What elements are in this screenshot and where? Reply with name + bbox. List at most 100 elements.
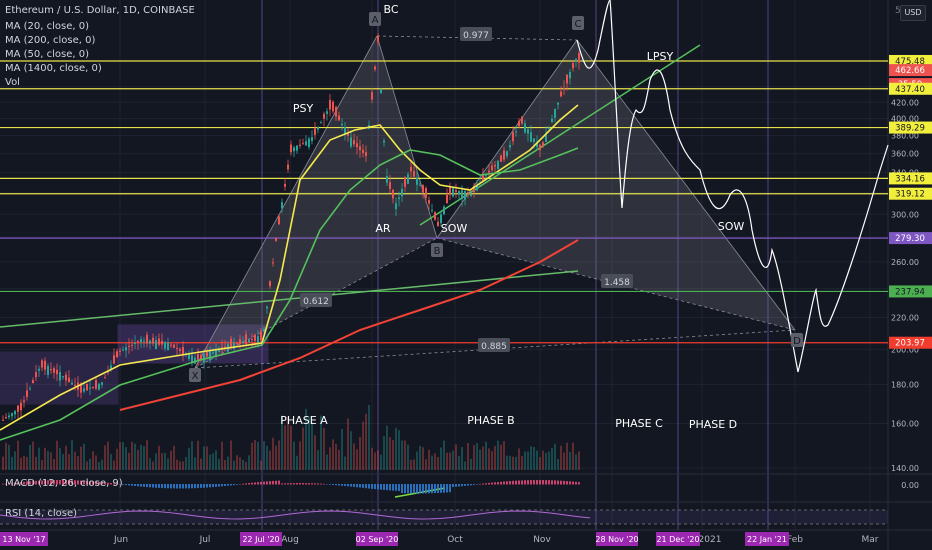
indicator-ma1400[interactable]: MA (1400, close, 0) (5, 63, 102, 74)
candle-body (293, 147, 295, 152)
macd-bar (407, 484, 409, 494)
candle-body (68, 377, 70, 383)
ma50-line (0, 147, 579, 441)
volume-bar (116, 448, 118, 470)
macd-bar (380, 484, 382, 490)
candle-body (443, 206, 445, 215)
candle-body (254, 334, 256, 341)
macd-bar (410, 484, 412, 494)
candle-body (467, 192, 469, 196)
candle-body (74, 384, 76, 386)
x-tick-label: Oct (447, 535, 463, 545)
volume-bar (359, 436, 361, 470)
candle-body (71, 382, 73, 385)
candle-body (224, 346, 226, 348)
indicator-ma200[interactable]: MA (200, close, 0) (5, 35, 96, 46)
volume-bar (227, 456, 229, 470)
candle-body (296, 145, 298, 151)
volume-bar (371, 447, 373, 470)
volume-bar (158, 445, 160, 470)
candle-body (215, 349, 217, 356)
macd-bar (116, 483, 118, 485)
volume-bar (278, 440, 280, 470)
indicator-macd[interactable]: MACD (12, 26, close, 9) (5, 478, 123, 489)
harmonic-pattern (194, 35, 796, 369)
macd-bar (452, 484, 454, 487)
indicator-ma20[interactable]: MA (20, close, 0) (5, 21, 90, 32)
candle-body (341, 123, 343, 126)
macd-bar (320, 483, 322, 485)
volume-bar (74, 451, 76, 470)
macd-bar (104, 482, 106, 485)
currency-button[interactable]: USD (900, 5, 926, 21)
macd-bar (302, 483, 304, 485)
candle-body (179, 349, 181, 351)
indicator-vol[interactable]: Vol (5, 77, 20, 88)
indicator-ma50[interactable]: MA (50, close, 0) (5, 49, 90, 60)
ratio-label-bg (478, 338, 510, 352)
price-label-yellow: 437.40 (895, 85, 925, 95)
date-marker-bg (745, 532, 789, 546)
volume-bar (149, 458, 151, 470)
pattern-point-b: B (434, 246, 441, 257)
volume-bar (350, 431, 352, 470)
volume-bar (500, 444, 502, 470)
pattern-point-b-bg (431, 243, 443, 257)
macd-bar (359, 484, 361, 488)
volume-bar (221, 441, 223, 470)
macd-bar (23, 481, 25, 485)
macd-bar (197, 484, 199, 489)
volume-bar (281, 415, 283, 470)
volume-bar (266, 445, 268, 470)
candle-body (569, 72, 571, 79)
candle-body (566, 74, 568, 84)
volume-bar (152, 461, 154, 470)
candle-body (41, 360, 43, 368)
macd-bar (335, 484, 337, 486)
macd-bar (182, 484, 184, 489)
candle-body (419, 184, 421, 186)
macd-bar (38, 480, 40, 485)
macd-bar (128, 484, 130, 486)
candle-body (470, 194, 472, 196)
macd-bar (194, 484, 196, 489)
volume-bar (344, 456, 346, 470)
y-tick-label: 300.00 (891, 210, 919, 219)
candle-body (374, 66, 376, 70)
volume-bar (53, 459, 55, 470)
macd-bar (326, 484, 328, 485)
volume-bar (275, 445, 277, 470)
scale-icon[interactable]: 5( (895, 6, 904, 16)
macd-bar (209, 484, 211, 488)
volume-bar (356, 449, 358, 470)
volume-bar (209, 454, 211, 470)
volume-bar (374, 452, 376, 470)
macd-bar (212, 484, 214, 488)
macd-bar (227, 484, 229, 486)
macd-bar (512, 480, 514, 485)
volume-bar (176, 459, 178, 470)
macd-bar (470, 484, 472, 486)
pattern-point-d: D (793, 336, 801, 347)
volume-bar (290, 425, 292, 470)
volume-bar (353, 443, 355, 470)
indicator-rsi[interactable]: RSI (14, close) (5, 508, 78, 519)
volume-bar (131, 441, 133, 470)
ratio-label-bg (601, 274, 633, 288)
candle-body (11, 413, 13, 417)
candle-body (485, 174, 487, 176)
volume-bar (242, 459, 244, 470)
volume-bar (497, 440, 499, 470)
candle-body (110, 365, 112, 370)
macd-bar (425, 484, 427, 494)
rsi-band (0, 510, 888, 524)
macd-bar (32, 481, 34, 485)
candle-body (206, 352, 208, 357)
volume-bar (194, 457, 196, 470)
volume-bar (545, 452, 547, 470)
candle-body (212, 352, 214, 354)
volume-bar (332, 439, 334, 470)
candle-body (236, 342, 238, 344)
